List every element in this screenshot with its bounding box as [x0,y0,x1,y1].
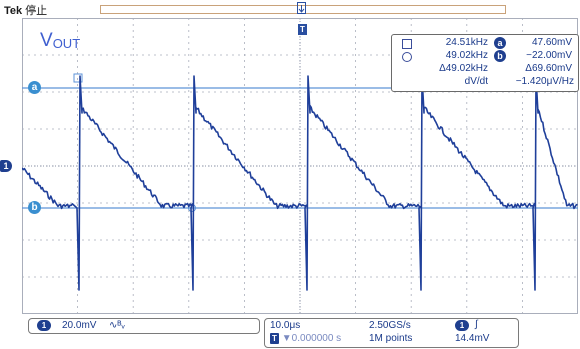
graticule [22,18,578,314]
horizontal-position: T ▼0.000000 s [270,333,341,344]
status-bar: Tek 停止 [0,0,580,18]
cursor-readout-panel: 24.51kHz a 47.60mV 49.02kHz b −22.00mV Δ… [391,34,579,92]
dvdt-label: dV/dt [464,76,488,87]
ch1-trace [22,75,578,291]
sample-rate: 2.50GS/s [369,320,411,331]
brand-label: Tek 停止 [4,5,48,17]
cursor-a-frequency: 24.51kHz [445,37,488,48]
trigger-position-icon[interactable]: T [298,24,307,35]
ch1-settings-box[interactable]: 1 20.0mV ∿ᴮᵥ [28,318,260,334]
cursor-b-badge-icon: b [494,50,506,62]
ch1-coupling-icon: ∿ᴮᵥ [109,320,125,331]
cursor-lines[interactable] [22,73,578,212]
cursor-a-voltage: 47.60mV [531,37,572,48]
cursor-a-marker[interactable]: a [28,81,41,94]
ch1-ground-marker[interactable]: 1 [0,160,12,172]
ch1-badge-icon: 1 [37,320,51,331]
delta-voltage: Δ69.60mV [525,63,572,74]
acquisition-state: 停止 [25,5,48,17]
cursor-b-circle-icon [402,52,412,62]
cursor-a-square-icon [402,39,412,49]
position-t-icon: T [270,333,279,344]
trigger-source-badge-icon: 1 [455,320,469,331]
timebase: 10.0μs [270,320,301,331]
trigger-level: 14.4mV [455,333,490,344]
record-length: 1M points [369,333,413,344]
timebase-trigger-box[interactable]: 10.0μs 2.50GS/s 1 ∫ T ▼0.000000 s 1M poi… [264,318,519,348]
record-trigger-icon [297,2,306,14]
cursor-b-voltage: −22.00mV [526,50,572,61]
trigger-slope-icon: ∫ [475,319,478,330]
cursor-b-frequency: 49.02kHz [445,50,488,61]
dvdt-value: −1.420μV/Hz [515,76,574,87]
delta-frequency: Δ49.02kHz [439,63,488,74]
cursor-a-badge-icon: a [494,37,506,49]
trace-label: VOUT [40,30,81,51]
cursor-b-marker[interactable]: b [28,201,41,214]
ch1-scale: 20.0mV [62,320,97,331]
